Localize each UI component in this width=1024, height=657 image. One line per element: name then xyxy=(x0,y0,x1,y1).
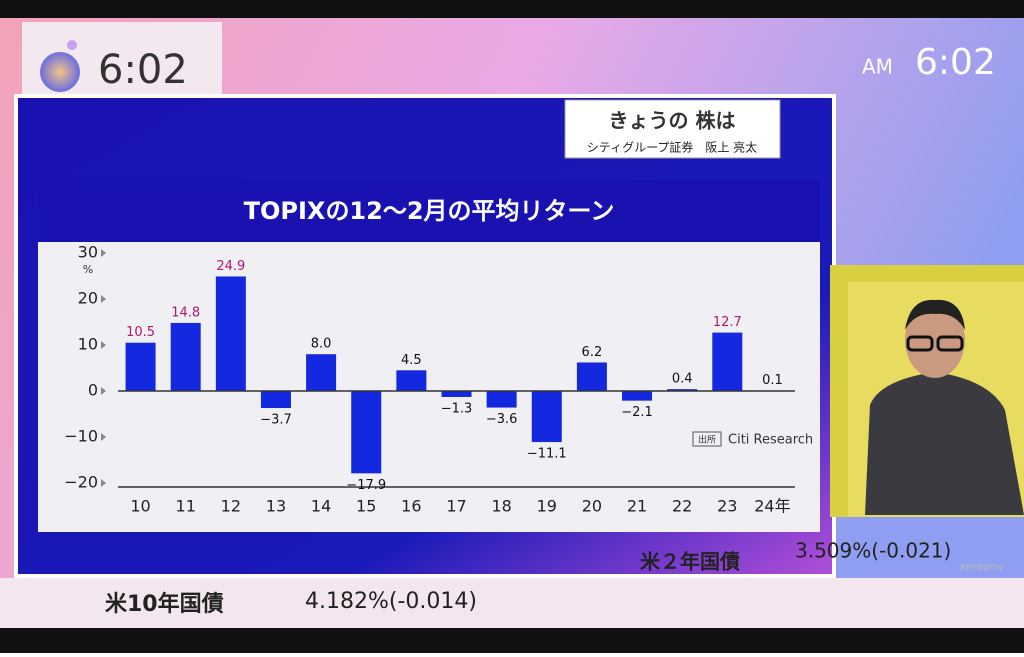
y-unit: % xyxy=(83,263,93,276)
chart-title-bar xyxy=(38,180,820,242)
bar xyxy=(351,391,382,474)
bar xyxy=(576,362,607,391)
y-tick-mark xyxy=(101,479,106,487)
x-tick-label: 18 xyxy=(491,497,511,516)
bar xyxy=(125,342,156,391)
value-label: 10.5 xyxy=(126,325,155,340)
presenter-head xyxy=(905,302,965,378)
bar xyxy=(441,391,472,397)
glasses xyxy=(936,335,964,352)
x-tick-label: 10 xyxy=(130,497,150,516)
value-label: −3.7 xyxy=(260,413,292,428)
x-tick-label: 20 xyxy=(582,497,602,516)
x-tick-label: 23 xyxy=(717,497,737,516)
am: AM xyxy=(862,55,893,79)
value-label: −3.6 xyxy=(486,412,518,427)
bar xyxy=(170,322,201,391)
y-tick-label: 10 xyxy=(78,335,98,354)
bar xyxy=(622,391,653,401)
clock-left: 6:02 xyxy=(98,47,188,93)
value-label: 0.1 xyxy=(762,373,783,388)
bar xyxy=(396,370,427,391)
clock-right: 6:02 xyxy=(915,42,996,83)
value-label: −1.3 xyxy=(441,401,473,416)
value-label: 14.8 xyxy=(171,305,200,320)
logo-dot xyxy=(67,40,77,50)
segment-title: きょうの 株は xyxy=(609,109,736,133)
value-label: 6.2 xyxy=(582,345,603,360)
value-label: 0.4 xyxy=(672,372,693,387)
provider: REFINITIV xyxy=(960,564,1004,574)
value-label: 24.9 xyxy=(216,259,245,274)
value-label: −17.9 xyxy=(346,478,386,493)
value-label: 8.0 xyxy=(311,337,332,352)
x-tick-label: 24年 xyxy=(754,497,790,516)
y-tick-mark xyxy=(101,341,106,349)
bar xyxy=(667,389,698,391)
source: Citi Research xyxy=(728,433,813,448)
ticker-2-name: 米２年国債 xyxy=(640,550,740,574)
bar xyxy=(531,391,562,443)
presenter-body xyxy=(865,372,1024,515)
y-tick-mark xyxy=(101,295,106,303)
x-tick-label: 13 xyxy=(266,497,286,516)
bar xyxy=(712,332,743,391)
y-tick-mark xyxy=(101,433,106,441)
value-label: 12.7 xyxy=(713,315,742,330)
y-tick-mark xyxy=(101,249,106,257)
source-badge-box xyxy=(692,431,722,447)
x-tick-label: 22 xyxy=(672,497,692,516)
y-tick-label: −10 xyxy=(64,427,98,446)
value-label: −2.1 xyxy=(621,405,653,420)
x-tick-label: 11 xyxy=(176,497,196,516)
x-tick-label: 14 xyxy=(311,497,331,516)
x-tick-label: 16 xyxy=(401,497,421,516)
ticker-bar xyxy=(0,578,1024,628)
y-tick-label: 30 xyxy=(78,243,98,262)
y-tick-mark xyxy=(101,387,106,395)
y-tick-label: 20 xyxy=(78,289,98,308)
segment-box xyxy=(564,99,781,159)
x-tick-label: 17 xyxy=(446,497,466,516)
source-badge: 出所 xyxy=(698,434,716,446)
ticker-1-value: 4.182%(-0.014) xyxy=(305,589,477,614)
y-tick-label: 0 xyxy=(88,381,98,400)
x-tick-label: 12 xyxy=(221,497,241,516)
bar xyxy=(306,354,337,391)
value-label: −11.1 xyxy=(527,447,567,462)
x-tick-label: 19 xyxy=(537,497,557,516)
y-tick-label: −20 xyxy=(64,473,98,492)
glasses xyxy=(906,335,934,352)
ticker-1-name: 米10年国債 xyxy=(105,591,224,617)
bar xyxy=(260,391,291,409)
presenter-hair xyxy=(905,299,965,330)
logo xyxy=(40,52,80,92)
ticker-2-value: 3.509%(-0.021) xyxy=(795,539,951,563)
x-tick-label: 15 xyxy=(356,497,376,516)
guest: シティグループ証券 阪上 亮太 xyxy=(587,140,757,155)
x-tick-label: 21 xyxy=(627,497,647,516)
value-label: 4.5 xyxy=(401,353,422,368)
chart-title: TOPIXの12〜2月の平均リターン xyxy=(244,197,615,225)
chart: 30 20 10 0 −10 −20 10 10.5 11 14.8 12 24.9 13 −3.7 14 8… xyxy=(64,243,795,516)
bar xyxy=(215,276,246,391)
bar xyxy=(486,391,517,408)
